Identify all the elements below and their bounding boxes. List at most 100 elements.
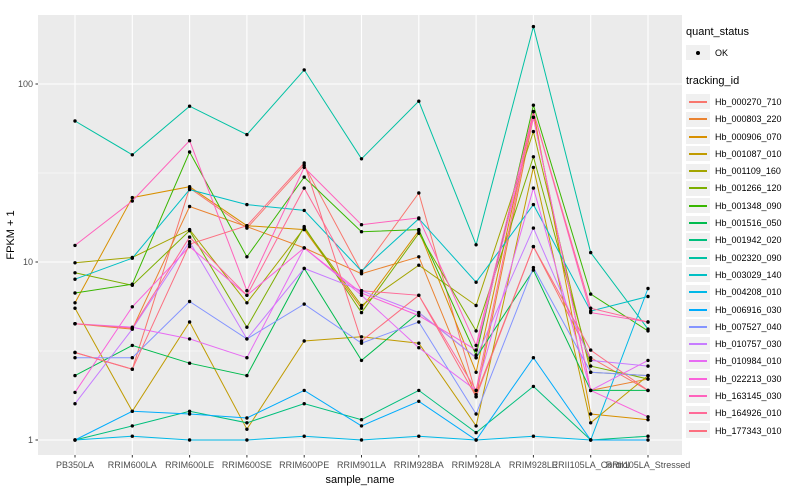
legend-line-swatch [689, 308, 707, 311]
legend-item-label: Hb_001348_090 [715, 200, 782, 211]
data-point [417, 434, 421, 438]
data-point [531, 24, 536, 29]
data-point [646, 438, 650, 442]
data-point [130, 424, 134, 428]
legend-key-box [686, 388, 710, 404]
legend-line-swatch [689, 204, 707, 207]
data-point [245, 373, 249, 378]
data-point [73, 291, 77, 295]
legend-line-swatch [689, 325, 707, 328]
legend-line-swatch [689, 187, 707, 190]
data-point [531, 109, 536, 114]
legend-item-label: Hb_003029_140 [715, 269, 782, 280]
data-point [589, 310, 593, 315]
x-axis-title: sample_name [325, 474, 394, 486]
legend-item-Hb_004208_010: Hb_004208_010 [686, 284, 798, 301]
data-point [417, 313, 421, 318]
legend-key-box [686, 371, 710, 387]
data-point [417, 216, 421, 220]
legend-item-Hb_001516_050: Hb_001516_050 [686, 214, 798, 231]
data-point [302, 388, 306, 393]
data-point [474, 430, 478, 435]
data-point [646, 320, 650, 324]
legend-item-label: Hb_164926_010 [715, 408, 782, 419]
legend-item-label: Hb_177343_010 [715, 425, 782, 436]
data-point [359, 230, 364, 234]
legend-item-Hb_163145_030: Hb_163145_030 [686, 387, 798, 404]
data-point [73, 119, 77, 123]
data-point [187, 409, 192, 413]
legend-item-label: Hb_010757_030 [715, 339, 782, 350]
data-point [245, 325, 249, 329]
data-point [531, 186, 536, 190]
legend-line-swatch [689, 100, 707, 103]
data-point [73, 373, 77, 378]
data-point [474, 370, 478, 374]
data-point [417, 388, 421, 393]
legend-key-box [686, 129, 710, 145]
x-tick-label: RRIM600PE [279, 460, 329, 470]
data-point [417, 341, 421, 345]
legend-line-swatch [689, 135, 707, 138]
data-point [474, 412, 478, 416]
data-point [73, 350, 77, 355]
legend-item-label: Hb_001266_120 [715, 183, 782, 194]
data-point [359, 438, 364, 442]
x-tick-label: RRII105LA_Control [552, 460, 630, 470]
legend-line-swatch [689, 429, 707, 432]
data-point [130, 282, 134, 286]
legend-item-label: Hb_163145_030 [715, 390, 782, 401]
data-point [73, 243, 77, 248]
legend-line-swatch [689, 222, 707, 225]
data-point [359, 418, 364, 422]
x-tick-label: RRIM600LA [108, 460, 157, 470]
data-point [646, 286, 650, 291]
data-point [73, 322, 77, 326]
x-tick-label: PB350LA [56, 460, 94, 470]
legend-key-box [686, 336, 710, 352]
data-point [73, 306, 77, 310]
x-tick-label: RRIM600SE [222, 460, 272, 470]
data-point [359, 272, 364, 276]
data-point [187, 244, 192, 249]
data-point [130, 356, 134, 360]
legend-item-Hb_006916_030: Hb_006916_030 [686, 301, 798, 318]
legend-item-label: Hb_022213_030 [715, 373, 782, 384]
data-point [302, 402, 306, 406]
data-point [646, 415, 650, 419]
data-point [474, 388, 478, 393]
data-point [130, 409, 134, 413]
data-point [359, 358, 364, 363]
data-point [187, 235, 192, 239]
data-point [589, 421, 593, 425]
y-tick-label: 1 [28, 435, 33, 445]
legend-title-tracking-id: tracking_id [686, 75, 740, 88]
data-point [187, 204, 192, 209]
legend-line-swatch [689, 343, 707, 346]
data-point [130, 195, 134, 200]
data-point [531, 265, 536, 270]
data-point [245, 132, 249, 137]
data-point [245, 416, 249, 420]
data-point [130, 367, 134, 371]
data-point [359, 310, 364, 315]
legend-line-swatch [689, 412, 707, 415]
data-point [187, 150, 192, 154]
legend-item-Hb_001348_090: Hb_001348_090 [686, 197, 798, 214]
legend-line-swatch [689, 273, 707, 276]
data-point [359, 424, 364, 428]
data-point [73, 438, 77, 442]
data-point [187, 320, 192, 324]
data-point [646, 327, 650, 331]
data-point [474, 348, 478, 352]
legend-key-box [686, 111, 710, 127]
data-point [130, 153, 134, 157]
data-point [187, 240, 192, 244]
legend-item-Hb_001109_160: Hb_001109_160 [686, 162, 798, 179]
series-points [73, 24, 650, 442]
legend-key-box [686, 180, 710, 196]
legend-line-swatch [689, 239, 707, 242]
data-point [474, 395, 478, 399]
data-point [531, 202, 536, 207]
data-point [302, 165, 306, 170]
